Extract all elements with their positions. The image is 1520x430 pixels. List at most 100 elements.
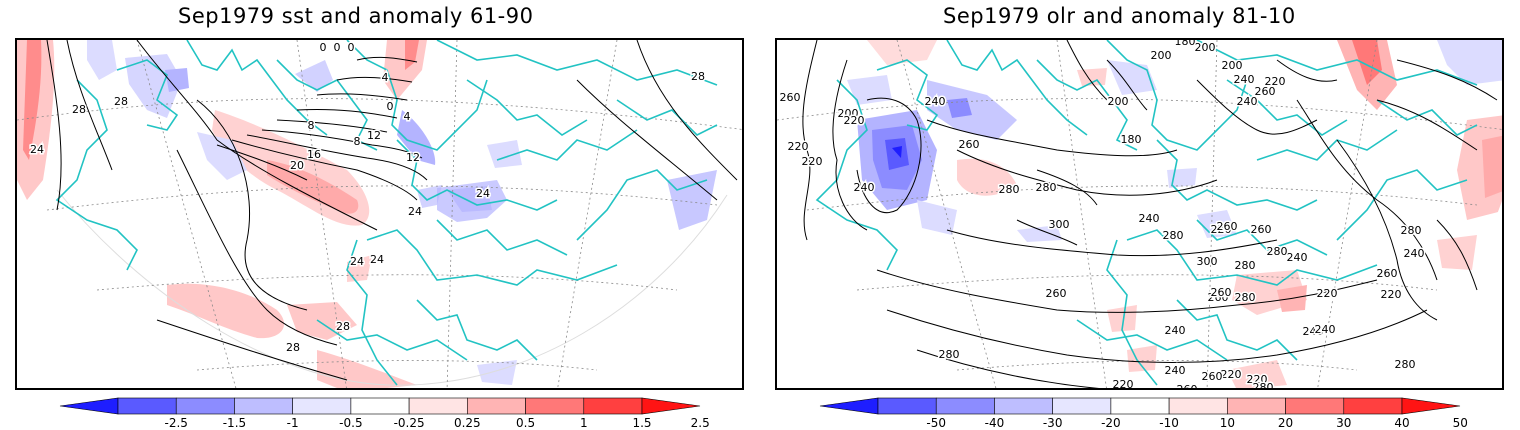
sst-contour-label: 8	[354, 135, 361, 148]
olr-colorbar-min-arrow	[819, 397, 879, 415]
olr-contour-label: 260	[1377, 267, 1398, 280]
sst-colorbar-tick-label: 1	[579, 416, 588, 430]
sst-colorbar-swatch	[525, 397, 585, 415]
sst-contour-label: 28	[691, 70, 705, 83]
olr-contour-label: 300	[1049, 218, 1070, 231]
olr-contour-label: 180	[1175, 40, 1196, 48]
olr-colorbar-tick-label: -10	[1159, 416, 1179, 430]
olr-colorbar-tick-label: -30	[1042, 416, 1063, 430]
olr-contour-label: 220	[1247, 373, 1268, 386]
sst-contour-label: 0	[387, 100, 394, 113]
sst-colorbar-swatch	[408, 397, 468, 415]
sst-colorbar-swatch	[292, 397, 352, 415]
olr-contour-label: 280	[1401, 224, 1422, 237]
olr-contour-label: 180	[1121, 133, 1142, 146]
olr-colorbar-swatch	[1285, 397, 1345, 415]
sst-contours	[46, 40, 738, 381]
olr-contour-label: 280	[1253, 381, 1274, 390]
olr-colorbar	[819, 397, 1461, 415]
sst-contour-label: 24	[350, 255, 364, 268]
sst-colorbar-swatch	[467, 397, 526, 415]
olr-contour-label: 200	[1151, 49, 1172, 62]
olr-colorbar-swatch	[935, 397, 995, 415]
sst-contour-label: 12	[367, 129, 381, 142]
olr-contour-label: 280	[1395, 358, 1416, 371]
olr-colorbar-max-arrow	[1401, 397, 1461, 415]
olr-contour-label: 240	[1139, 212, 1160, 225]
sst-colorbar-tick-label: -1	[286, 416, 299, 430]
olr-colorbar-tick-label: -50	[926, 416, 947, 430]
sst-graticule	[17, 40, 742, 388]
sst-contour-label: 24	[408, 205, 422, 218]
olr-contour-label: 260	[1208, 291, 1229, 304]
sst-contour-label: 24	[476, 187, 490, 200]
olr-contour-label: 240	[1234, 73, 1255, 86]
sst-contour-label: 28	[336, 320, 350, 333]
sst-colorbar-tick-label: 1.5	[632, 416, 652, 430]
sst-colorbar-tick-label: -1.5	[222, 416, 247, 430]
olr-contour-label: 220	[802, 155, 823, 168]
sst-colorbar-min-arrow	[59, 397, 119, 415]
olr-contour-label: 220	[1317, 287, 1338, 300]
olr-contour-label: 280	[1267, 245, 1288, 258]
sst-colorbar-swatch	[117, 397, 177, 415]
sst-contour-label: 28	[286, 341, 300, 354]
sst-contour-label: 0	[334, 41, 341, 54]
sst-colorbar-swatch	[583, 397, 643, 415]
sst-map: 28 28 24 0 0 0 0 4 4 8 8 12 12 16 20 24 24 24 24 28 28 28	[15, 38, 744, 390]
olr-contour-label: 260	[1202, 370, 1223, 383]
sst-colorbar-max-arrow	[641, 397, 701, 415]
olr-colorbar-swatch	[1168, 397, 1228, 415]
sst-contour-label: 4	[382, 71, 389, 84]
olr-colorbar-swatch	[1052, 397, 1112, 415]
sst-contour-label: 0	[348, 41, 355, 54]
sst-colorbar-tick-label: 2.5	[690, 416, 710, 430]
olr-contour-label: 280	[999, 183, 1020, 196]
olr-colorbar-swatch	[1227, 397, 1286, 415]
olr-contour-label: 260	[1177, 383, 1198, 390]
olr-contour-label: 260	[1251, 223, 1272, 236]
olr-contour-label: 220	[1265, 75, 1286, 88]
olr-contour-label: 260	[780, 91, 801, 104]
olr-colorbar-tick-label: 40	[1394, 416, 1410, 430]
sst-contour-label: 8	[308, 119, 315, 132]
sst-contour-label: 4	[404, 110, 411, 123]
olr-contour-label: 220	[1221, 368, 1242, 381]
olr-contour-label: 220	[1381, 288, 1402, 301]
olr-colorbar-tick-label: 20	[1277, 416, 1294, 430]
olr-contour-label: 260	[959, 138, 980, 151]
sst-colorbar-tick-label: 0.5	[516, 416, 536, 430]
olr-graticule	[777, 40, 1502, 388]
olr-contour-label: 260	[1046, 287, 1067, 300]
olr-contour-label: 280	[1235, 291, 1256, 304]
olr-colorbar-tick-label: 10	[1219, 416, 1235, 430]
olr-contour-label: 260	[1255, 85, 1276, 98]
sst-colorbar-tick-label: 0.25	[453, 416, 481, 430]
olr-contour-label: 260	[1211, 286, 1232, 299]
olr-contour-label: 240	[1404, 247, 1425, 260]
olr-contour-label: 200	[1222, 59, 1243, 72]
olr-contour-label: 280	[1235, 259, 1256, 272]
olr-contour-label: 300	[1197, 255, 1218, 268]
olr-panel-title: Sep1979 olr and anomaly 81-10	[943, 4, 1296, 28]
olr-contour-label: 200	[1195, 41, 1216, 54]
olr-colorbar-canvas	[819, 397, 1461, 415]
sst-contour-label: 24	[30, 143, 44, 156]
olr-contour-label: 260	[1217, 220, 1238, 233]
sst-contour-label: 0	[320, 41, 327, 54]
olr-contour-label: 280	[939, 348, 960, 361]
olr-colorbar-tick-label: -20	[1101, 416, 1121, 430]
olr-colorbar-tick-label: 50	[1452, 416, 1468, 430]
olr-contour-label: 240	[1315, 323, 1336, 336]
sst-colorbar-swatch	[350, 397, 410, 415]
sst-colorbar-swatch	[234, 397, 293, 415]
sst-colorbar-swatch	[175, 397, 235, 415]
sst-colorbar-tick-label: -0.5	[339, 416, 363, 430]
olr-contour-label: 220	[844, 114, 865, 127]
olr-contour-label: 280	[1163, 229, 1184, 242]
olr-contour-label: 220	[1211, 223, 1232, 236]
sst-colorbar-tick-label: -2.5	[164, 416, 188, 430]
olr-colorbar-tick-label: 30	[1336, 416, 1352, 430]
olr-contour-label: 220	[788, 140, 809, 153]
